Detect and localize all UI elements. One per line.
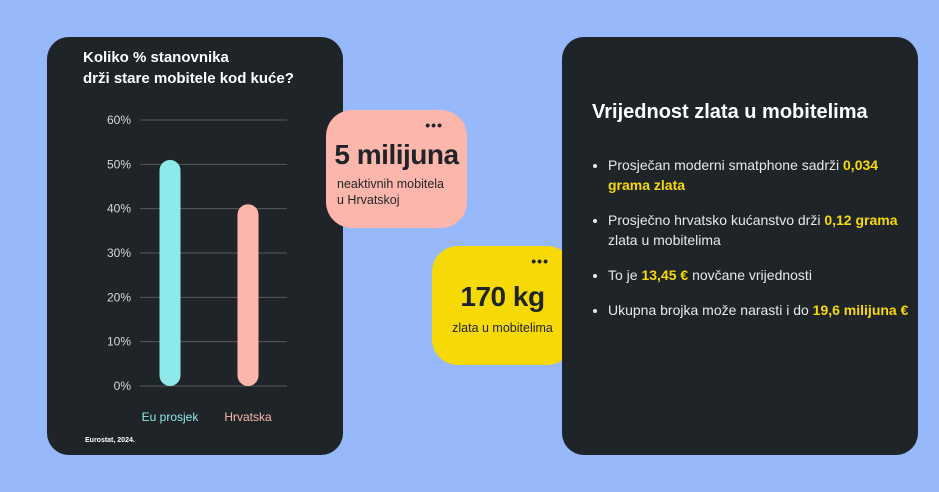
x-category-label: Eu prosjek (142, 410, 200, 424)
y-tick-label: 0% (114, 379, 132, 393)
bubble-text: zlata u mobitelima (452, 321, 553, 335)
bubble-headline: 5 milijuna (334, 139, 459, 170)
panel-title: Vrijednost zlata u mobitelima (592, 101, 868, 123)
bubble-text-line: neaktivnih mobitela (337, 177, 445, 191)
more-dots-icon: ••• (531, 253, 549, 269)
list-item: Prosječan moderni smatphone sadrži 0,034… (608, 155, 918, 195)
list-item: Ukupna brojka može narasti i do 19,6 mil… (608, 300, 918, 320)
y-tick-label: 30% (107, 246, 131, 260)
chart-title-line: Koliko % stanovnika (83, 49, 229, 66)
fact-list: Prosječan moderni smatphone sadrži 0,034… (592, 155, 918, 335)
item-highlight: 13,45 € (641, 267, 689, 283)
stat-bubble-gold: ••• 170 kg zlata u mobitelima (432, 246, 573, 365)
y-tick-label: 60% (107, 113, 131, 127)
item-text: Ukupna brojka može narasti i do (608, 302, 813, 318)
bubble-headline: 170 kg (460, 281, 545, 312)
bar-chart: 0% 10% 20% 30% 40% 50% 60% Eu prosjek Hrvatska (107, 113, 287, 424)
stat-bubble-phones: ••• 5 milijuna neaktivnih mobitela u Hrv… (326, 110, 467, 228)
list-item: To je 13,45 € novčane vrijednosti (608, 265, 918, 285)
chart-title-line: drži stare mobitele kod kuće? (83, 70, 294, 87)
more-dots-icon: ••• (425, 117, 443, 133)
list-item: Prosječno hrvatsko kućanstvo drži 0,12 g… (608, 210, 918, 250)
source-note: Eurostat, 2024. (85, 437, 135, 444)
item-highlight: 0,12 grama (824, 212, 898, 228)
item-text: Prosječan moderni smatphone sadrži (608, 157, 844, 173)
y-tick-label: 10% (107, 335, 131, 349)
y-tick-label: 20% (107, 290, 131, 304)
bar-hrvatska (237, 204, 259, 386)
bubble-text-line: u Hrvatskoj (337, 193, 400, 207)
item-text: Prosječno hrvatsko kućanstvo drži (608, 212, 825, 228)
item-highlight: 19,6 milijuna € (812, 302, 909, 318)
gold-value-card: Vrijednost zlata u mobitelima Prosječan … (562, 37, 918, 455)
bar-eu-prosjek (159, 159, 181, 386)
y-tick-label: 40% (107, 202, 131, 216)
chart-card: Koliko % stanovnika drži stare mobitele … (47, 37, 343, 455)
item-text: zlata u mobitelima (608, 232, 721, 248)
y-tick-label: 50% (107, 157, 131, 171)
x-category-label: Hrvatska (224, 410, 272, 424)
bubble-text: neaktivnih mobitela u Hrvatskoj (337, 176, 467, 208)
item-text: novčane vrijednosti (688, 267, 812, 283)
chart-title: Koliko % stanovnika drži stare mobitele … (83, 47, 294, 89)
item-text: To je (608, 267, 642, 283)
item-highlight: 0,034 grama zlata (608, 157, 879, 193)
